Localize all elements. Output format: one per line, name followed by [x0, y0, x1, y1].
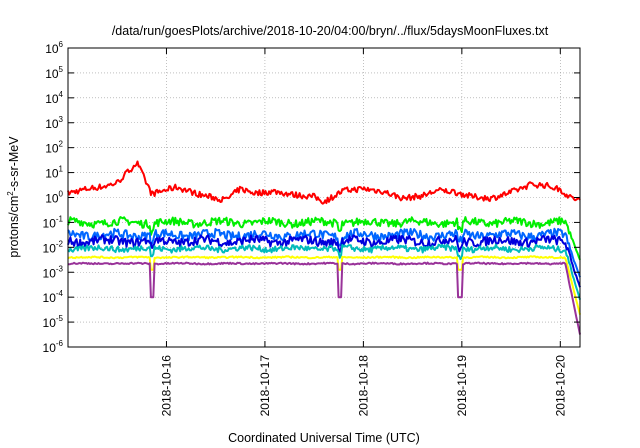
y-tick-exponent: 3: [59, 115, 64, 124]
y-tick-label: 100: [45, 190, 63, 206]
y-tick-label: 106: [45, 40, 63, 56]
data-series: [67, 160, 581, 335]
y-tick-base: 10: [45, 167, 59, 181]
series-line: [67, 261, 581, 335]
series-line: [67, 160, 581, 205]
series-line: [67, 255, 581, 315]
y-tick-base: 10: [43, 341, 57, 355]
y-tick-base: 10: [45, 92, 59, 106]
grid-lines: [68, 48, 580, 347]
x-tick-label: 2018-10-16: [159, 355, 173, 417]
x-tick-label: 2018-10-17: [258, 355, 272, 417]
y-tick-label: 10-2: [43, 239, 64, 255]
y-tick-base: 10: [43, 216, 57, 230]
y-tick-label: 10-6: [43, 339, 64, 355]
y-tick-base: 10: [43, 291, 57, 305]
y-tick-exponent: 2: [59, 140, 64, 149]
y-tick-base: 10: [43, 266, 57, 280]
y-tick-base: 10: [45, 67, 59, 81]
chart-title: /data/run/goesPlots/archive/2018-10-20/0…: [112, 24, 549, 38]
y-tick-label: 105: [45, 65, 63, 81]
y-tick-exponent: 5: [59, 65, 64, 74]
y-axis-label-rest: -s-sr-MeV: [7, 136, 21, 192]
y-tick-exponent: -5: [56, 314, 64, 323]
x-tick-label: 2018-10-19: [455, 355, 469, 417]
y-tick-exponent: -6: [56, 339, 64, 348]
y-tick-base: 10: [45, 117, 59, 131]
y-tick-exponent: -2: [56, 239, 64, 248]
y-tick-base: 10: [45, 192, 59, 206]
y-axis: 10610510410310210110010-110-210-310-410-…: [43, 40, 580, 355]
y-tick-exponent: 6: [59, 40, 64, 49]
y-tick-base: 10: [43, 316, 57, 330]
y-tick-base: 10: [45, 42, 59, 56]
y-axis-label: protons/cm2-s-sr-MeV: [6, 136, 21, 258]
series-line: [67, 243, 581, 300]
y-tick-label: 103: [45, 115, 63, 131]
y-tick-label: 102: [45, 140, 63, 156]
x-axis: 2018-10-16 2018-10-17 2018-10-18 2018-10-19…: [159, 48, 567, 416]
y-tick-label: 104: [45, 90, 63, 106]
y-tick-exponent: -3: [56, 264, 64, 273]
y-axis-label-sup: 2: [6, 191, 15, 196]
y-tick-exponent: 1: [59, 165, 64, 174]
y-tick-label: 10-4: [43, 289, 64, 305]
y-tick-label: 10-5: [43, 314, 64, 330]
x-axis-label: Coordinated Universal Time (UTC): [228, 431, 420, 445]
series-line: [67, 234, 581, 288]
y-tick-exponent: -4: [56, 289, 64, 298]
y-tick-exponent: 0: [59, 190, 64, 199]
y-tick-base: 10: [43, 241, 57, 255]
x-tick-label: 2018-10-20: [553, 355, 567, 417]
y-tick-exponent: 4: [59, 90, 64, 99]
x-tick-label: 2018-10-18: [356, 355, 370, 417]
y-tick-label: 10-1: [43, 214, 64, 230]
y-tick-base: 10: [45, 142, 59, 156]
y-axis-label-base: protons/cm: [7, 196, 21, 258]
y-tick-label: 10-3: [43, 264, 64, 280]
y-tick-label: 101: [45, 165, 63, 181]
series-line: [67, 216, 581, 261]
y-tick-exponent: -1: [56, 214, 64, 223]
